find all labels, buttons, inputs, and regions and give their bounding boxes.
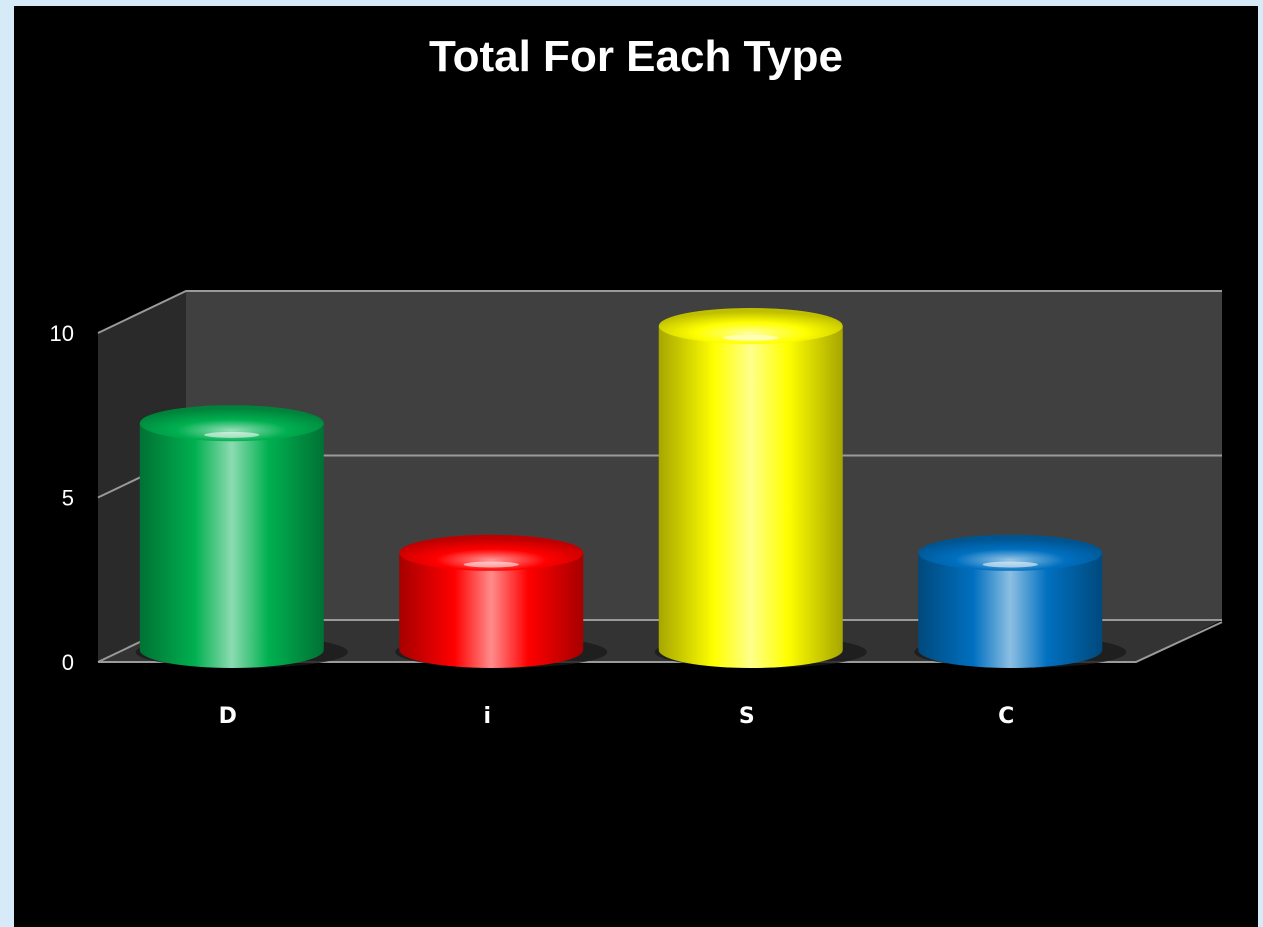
y-tick-label: 5 [62,486,74,511]
bar-D [135,405,348,668]
x-tick-label-D: D [219,704,237,729]
y-tick-label: 0 [62,650,74,675]
gridline [97,290,1222,334]
x-tick-label-i: i [483,704,491,729]
bar-S [654,308,867,668]
x-tick-label-C: C [998,704,1014,729]
chart-title: Total For Each Type [429,32,843,81]
y-tick-label: 10 [50,321,74,346]
x-tick-label-S: S [739,704,755,729]
bar-i [395,534,608,668]
bar-C [914,534,1127,668]
